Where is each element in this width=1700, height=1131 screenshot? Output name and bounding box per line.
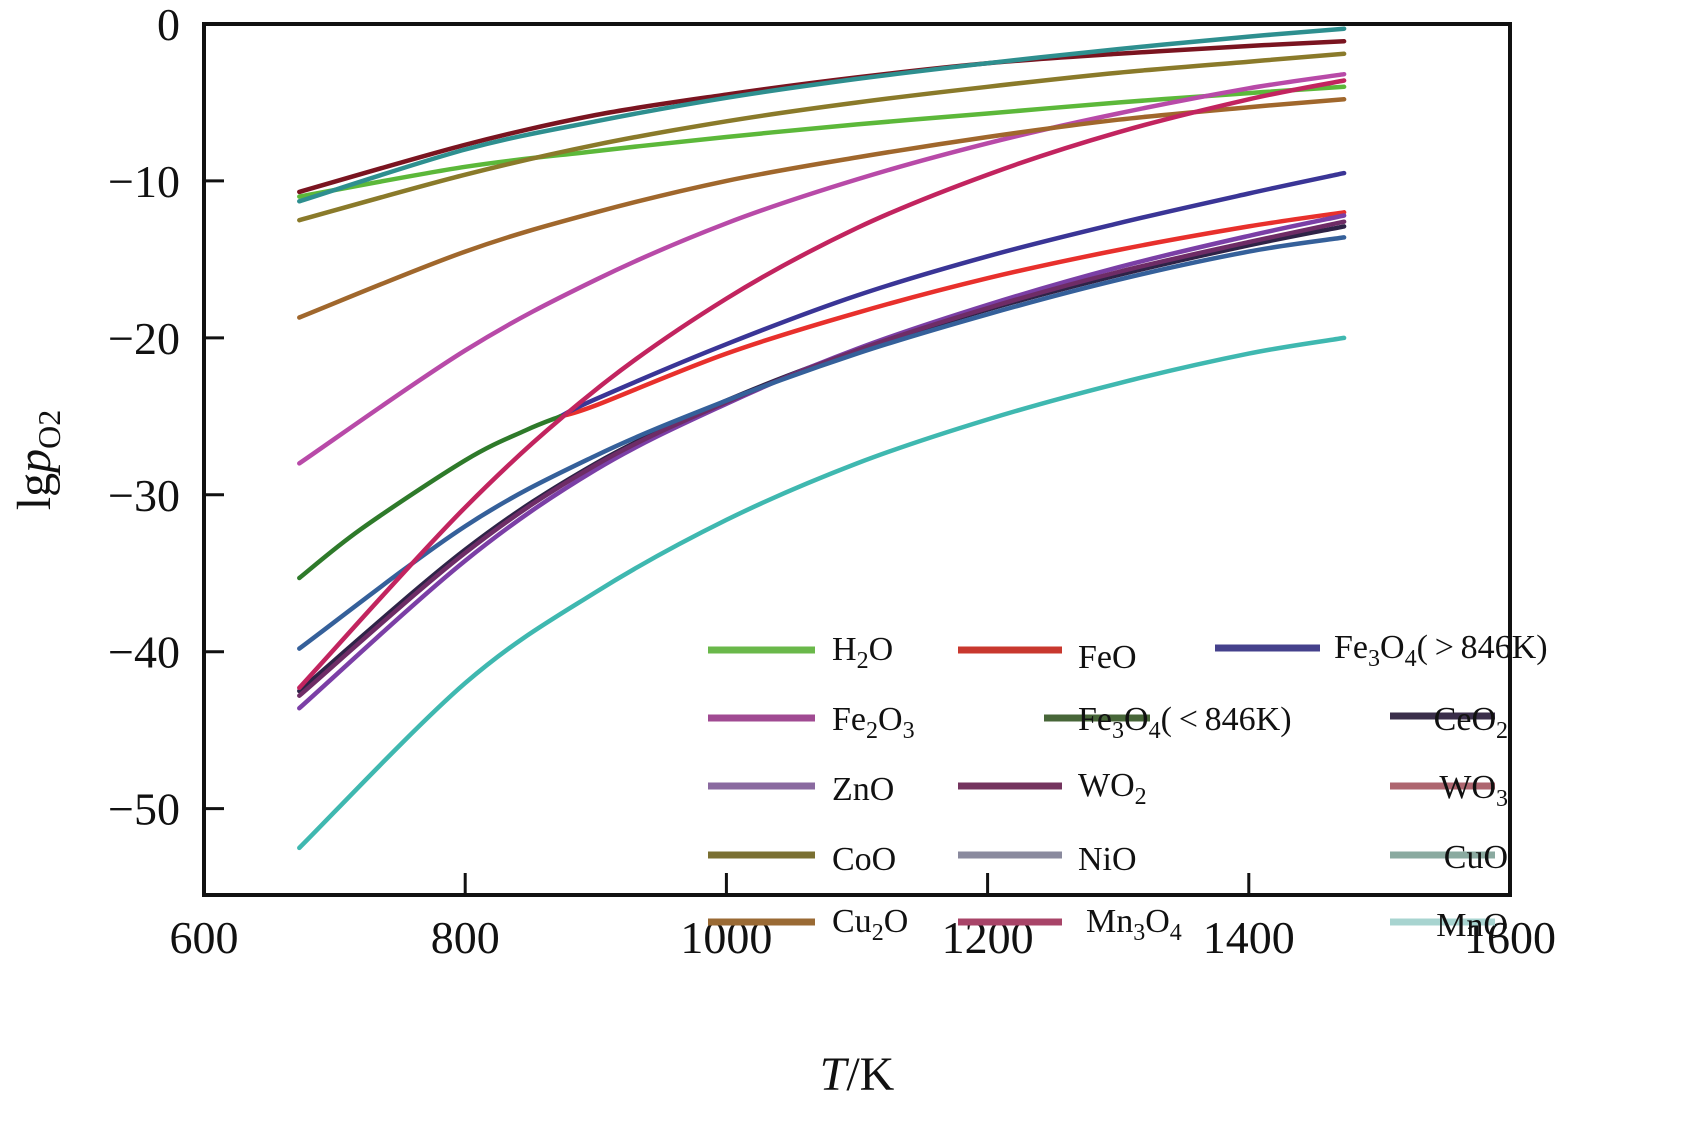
legend-label: H2O <box>832 631 893 674</box>
curve-h2o <box>297 84 1347 199</box>
plot-curves <box>297 26 1347 851</box>
legend-label: Cu2O <box>832 903 908 946</box>
legend-label: WO3 <box>1439 769 1508 812</box>
y-axis-title-sub: O2 <box>31 410 67 449</box>
x-tick-label: 1400 <box>1203 912 1295 963</box>
legend: H2O FeO Fe3O4( > 846K) Fe2O3 Fe3O4( < 846K) C… <box>708 629 1548 946</box>
legend-label: MnO <box>1436 907 1508 944</box>
curve-cuo <box>297 26 1347 204</box>
legend-label: ZnO <box>832 771 894 808</box>
y-axis-title-p: p <box>8 449 61 476</box>
legend-label: Fe3O4( < 846K) <box>1078 701 1292 744</box>
legend-label: CuO <box>1444 839 1508 876</box>
x-tick-label: 600 <box>170 912 239 963</box>
curve-wo2 <box>297 219 1347 698</box>
x-axis-title-var: T <box>820 1048 850 1101</box>
x-tick-label: 800 <box>431 912 500 963</box>
x-axis-title-unit: /K <box>846 1048 894 1101</box>
y-tick-label: −40 <box>108 627 180 678</box>
curve-fe2o3 <box>297 71 1347 466</box>
legend-label: FeO <box>1078 639 1137 676</box>
x-axis-title: T/K <box>820 1048 895 1101</box>
curve-fe3o4-846k <box>297 414 563 581</box>
curve-ceo2 <box>297 224 1347 694</box>
plot-frame <box>202 22 1512 897</box>
legend-label: WO2 <box>1078 767 1147 810</box>
y-tick-label: 0 <box>157 0 180 50</box>
curve-nio <box>297 235 1347 651</box>
curve-coo <box>297 51 1347 223</box>
legend-label: Fe2O3 <box>832 701 915 744</box>
curve-mno <box>297 335 1347 851</box>
y-axis-title: lgpO2 <box>8 410 67 510</box>
legend-label: CoO <box>832 841 896 878</box>
legend-label: Mn3O4 <box>1086 903 1182 946</box>
legend-label: NiO <box>1078 841 1137 878</box>
y-axis-title-lg: lg <box>8 473 61 510</box>
y-tick-label: −50 <box>108 784 180 835</box>
curve-mn3o4 <box>297 78 1347 691</box>
y-tick-label: −30 <box>108 470 180 521</box>
curve-fe3o4-846k <box>558 170 1347 419</box>
curve-feo <box>558 210 1347 419</box>
y-tick-label: −10 <box>108 156 180 207</box>
y-tick-label: −20 <box>108 313 180 364</box>
curve-zno <box>297 213 1347 711</box>
legend-label: CeO2 <box>1434 701 1508 744</box>
y-axis-ticks: 0 −10 −20 −30 −40 −50 <box>108 0 224 835</box>
x-axis-ticks: 600 800 1000 1200 1400 1600 <box>170 873 1556 963</box>
legend-label: Fe3O4( > 846K) <box>1334 629 1548 672</box>
